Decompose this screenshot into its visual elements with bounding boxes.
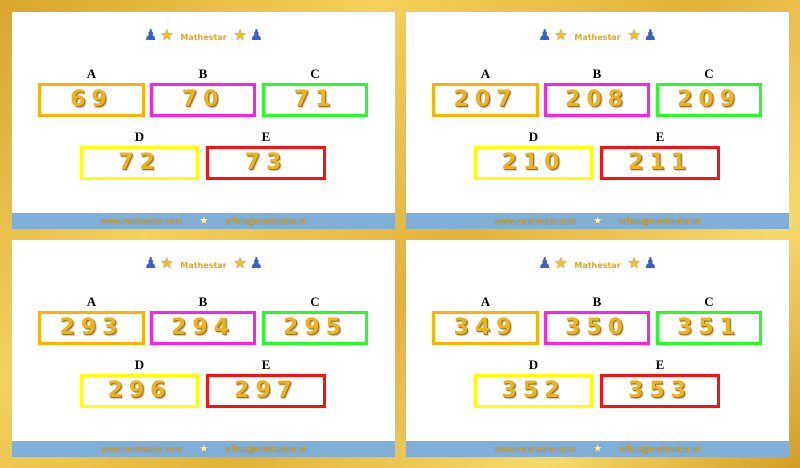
footer: www.mathestar.com ★ office@mathestar.at — [406, 213, 789, 229]
option-box-c[interactable]: 295 — [262, 311, 368, 345]
star-icon: ★ — [160, 28, 174, 44]
website-link[interactable]: www.mathestar.com — [100, 217, 183, 226]
option-label: D — [134, 357, 145, 372]
option-label: C — [704, 294, 714, 309]
option-box-d[interactable]: 210 — [474, 146, 593, 180]
option-label: D — [528, 357, 539, 372]
email-link[interactable]: office@mathestar.at — [619, 445, 701, 454]
option-label: B — [592, 66, 602, 81]
answer-panel: ♟ ★ Mathestar ★ ♟ A 69 B 70 C 71 D 72 E 73 www.mat… — [12, 12, 395, 229]
wizard-icon: ♟ — [537, 256, 552, 272]
star-icon: ★ — [627, 28, 641, 44]
option-label: E — [261, 357, 271, 372]
wizard-icon: ♟ — [643, 28, 658, 44]
option-label: A — [480, 66, 491, 81]
option-label: A — [480, 294, 491, 309]
mathestar-logo: ♟ ★ Mathestar ★ ♟ — [12, 24, 395, 50]
star-icon: ★ — [198, 442, 209, 455]
option-box-a[interactable]: 293 — [38, 311, 145, 345]
logo-text: Mathestar — [180, 261, 227, 270]
star-icon: ★ — [592, 214, 603, 227]
option-box-d[interactable]: 296 — [80, 374, 199, 408]
mathestar-logo: ♟ ★ Mathestar ★ ♟ — [12, 252, 395, 278]
option-box-b[interactable]: 208 — [544, 83, 650, 117]
option-box-e[interactable]: 297 — [206, 374, 326, 408]
answer-panel: ♟ ★ Mathestar ★ ♟ A 293 B 294 C 295 D 296 E 297 ww… — [12, 240, 395, 457]
answer-panel: ♟ ★ Mathestar ★ ♟ A 207 B 208 C 209 D 210 E 211 ww… — [406, 12, 789, 229]
logo-text: Mathestar — [180, 33, 227, 42]
option-label: C — [310, 294, 320, 309]
option-label: D — [134, 129, 145, 144]
wizard-icon: ♟ — [143, 256, 158, 272]
option-box-c[interactable]: 209 — [656, 83, 762, 117]
option-label: A — [86, 66, 97, 81]
email-link[interactable]: office@mathestar.at — [225, 217, 307, 226]
option-label: D — [528, 129, 539, 144]
website-link[interactable]: www.mathestar.com — [494, 445, 577, 454]
footer: www.mathestar.com ★ office@mathestar.at — [406, 441, 789, 457]
option-label: E — [261, 129, 271, 144]
email-link[interactable]: office@mathestar.at — [225, 445, 307, 454]
option-box-c[interactable]: 351 — [656, 311, 762, 345]
footer: www.mathestar.com ★ office@mathestar.at — [12, 441, 395, 457]
option-label: B — [198, 66, 208, 81]
wizard-icon: ♟ — [643, 256, 658, 272]
mathestar-logo: ♟ ★ Mathestar ★ ♟ — [406, 24, 789, 50]
star-icon: ★ — [554, 28, 568, 44]
option-label: B — [592, 294, 602, 309]
option-label: E — [655, 357, 665, 372]
email-link[interactable]: office@mathestar.at — [619, 217, 701, 226]
star-icon: ★ — [592, 442, 603, 455]
footer: www.mathestar.com ★ office@mathestar.at — [12, 213, 395, 229]
option-box-d[interactable]: 352 — [474, 374, 593, 408]
website-link[interactable]: www.mathestar.com — [494, 217, 577, 226]
wizard-icon: ♟ — [537, 28, 552, 44]
option-box-a[interactable]: 69 — [38, 83, 145, 117]
star-icon: ★ — [233, 256, 247, 272]
wizard-icon: ♟ — [249, 28, 264, 44]
option-box-d[interactable]: 72 — [80, 146, 199, 180]
option-box-c[interactable]: 71 — [262, 83, 368, 117]
option-label: C — [310, 66, 320, 81]
option-box-b[interactable]: 350 — [544, 311, 650, 345]
option-box-a[interactable]: 349 — [432, 311, 539, 345]
star-icon: ★ — [160, 256, 174, 272]
logo-text: Mathestar — [574, 261, 621, 270]
logo-text: Mathestar — [574, 33, 621, 42]
star-icon: ★ — [198, 214, 209, 227]
option-label: C — [704, 66, 714, 81]
mathestar-logo: ♟ ★ Mathestar ★ ♟ — [406, 252, 789, 278]
option-label: B — [198, 294, 208, 309]
star-icon: ★ — [233, 28, 247, 44]
option-box-e[interactable]: 353 — [600, 374, 720, 408]
star-icon: ★ — [627, 256, 641, 272]
website-link[interactable]: www.mathestar.com — [100, 445, 183, 454]
option-box-e[interactable]: 73 — [206, 146, 326, 180]
option-label: A — [86, 294, 97, 309]
option-box-b[interactable]: 294 — [150, 311, 256, 345]
option-box-e[interactable]: 211 — [600, 146, 720, 180]
wizard-icon: ♟ — [143, 28, 158, 44]
option-label: E — [655, 129, 665, 144]
option-box-a[interactable]: 207 — [432, 83, 539, 117]
answer-panel: ♟ ★ Mathestar ★ ♟ A 349 B 350 C 351 D 352 E 353 ww… — [406, 240, 789, 457]
option-box-b[interactable]: 70 — [150, 83, 256, 117]
wizard-icon: ♟ — [249, 256, 264, 272]
star-icon: ★ — [554, 256, 568, 272]
